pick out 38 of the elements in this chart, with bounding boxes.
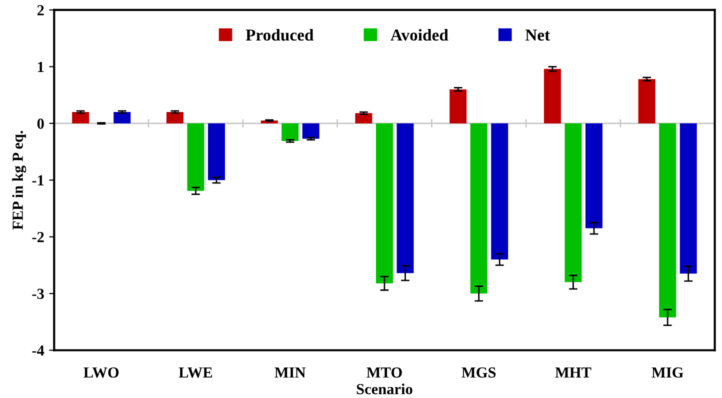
y-axis-title: FEP in kg P eq. bbox=[12, 130, 26, 230]
bar bbox=[302, 123, 320, 139]
bar bbox=[564, 123, 582, 282]
bar bbox=[166, 112, 184, 124]
legend-label: Produced bbox=[246, 28, 314, 41]
bar bbox=[585, 123, 602, 228]
legend-label: Avoided bbox=[390, 28, 448, 41]
bar bbox=[638, 79, 656, 124]
bar bbox=[187, 123, 204, 191]
bar bbox=[114, 112, 131, 124]
y-tick-label: 2 bbox=[37, 5, 44, 16]
legend-label: Net bbox=[525, 30, 550, 41]
x-tick-label: MTO bbox=[366, 367, 402, 378]
y-tick-label: -3 bbox=[32, 288, 44, 299]
x-tick-label: MIG bbox=[652, 367, 684, 378]
bar bbox=[450, 89, 467, 124]
x-tick-label: MIN bbox=[274, 368, 306, 378]
y-tick-label: 0 bbox=[37, 118, 44, 129]
bar bbox=[355, 113, 372, 124]
bar bbox=[659, 123, 676, 318]
x-axis-title: Scenario bbox=[356, 384, 412, 394]
bar bbox=[680, 123, 697, 274]
y-tick-label: -2 bbox=[32, 232, 44, 242]
bar bbox=[208, 123, 225, 180]
y-tick-label: -1 bbox=[32, 175, 44, 186]
bar bbox=[470, 123, 488, 294]
bar bbox=[376, 123, 393, 284]
bar bbox=[396, 123, 414, 274]
bar bbox=[72, 112, 90, 124]
x-tick-label: LWE bbox=[178, 368, 212, 378]
bar bbox=[544, 68, 561, 124]
x-tick-label: LWO bbox=[84, 367, 119, 378]
x-tick-label: MGS bbox=[462, 367, 496, 378]
x-tick-label: MHT bbox=[555, 368, 592, 378]
y-tick-label: -4 bbox=[32, 345, 44, 356]
y-tick-label: 1 bbox=[38, 62, 44, 72]
bar bbox=[491, 123, 508, 260]
bar bbox=[282, 123, 299, 141]
